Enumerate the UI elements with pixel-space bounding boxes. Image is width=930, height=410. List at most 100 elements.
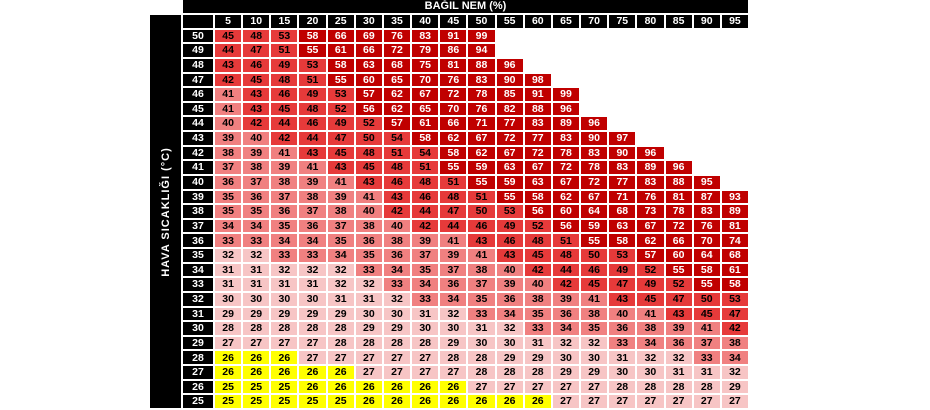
heat-index-cell: 57 xyxy=(383,117,411,131)
heat-index-cell: 41 xyxy=(215,102,242,116)
heat-index-cell: 28 xyxy=(440,351,467,365)
heat-index-cell: 33 xyxy=(693,351,720,365)
heat-index-cell: 67 xyxy=(524,161,551,174)
temperature-axis-title: HAVA SICAKLIĞI (°C) xyxy=(159,146,172,277)
heat-index-cell: 95 xyxy=(693,175,720,189)
heat-index-cell: 26 xyxy=(496,395,523,408)
heat-index-cell: 89 xyxy=(552,117,580,131)
empty-cell xyxy=(665,146,692,160)
heat-index-cell: 31 xyxy=(693,366,720,379)
empty-cell xyxy=(693,102,720,116)
heat-index-cell: 27 xyxy=(383,351,411,365)
heat-index-cell: 28 xyxy=(468,351,495,365)
heat-index-cell: 30 xyxy=(383,307,411,321)
empty-cell xyxy=(721,146,748,160)
heat-index-cell: 90 xyxy=(609,146,636,160)
heat-index-cell: 72 xyxy=(552,161,580,174)
heat-index-cell: 29 xyxy=(383,322,411,335)
heat-index-cell: 33 xyxy=(524,322,551,335)
heat-index-cell: 32 xyxy=(271,263,298,277)
heat-index-cell: 89 xyxy=(721,205,748,218)
heat-index-cell: 51 xyxy=(299,73,326,87)
heat-index-cell: 28 xyxy=(327,336,354,350)
heat-index-cell: 32 xyxy=(327,278,354,291)
heat-index-cell: 26 xyxy=(327,366,354,379)
heat-index-cell: 45 xyxy=(693,307,720,321)
heat-index-cell: 28 xyxy=(468,366,495,379)
empty-cell xyxy=(721,58,748,72)
heat-index-cell: 26 xyxy=(299,366,326,379)
heat-index-cell: 55 xyxy=(693,278,720,291)
heat-index-cell: 46 xyxy=(243,58,270,72)
heat-index-cell: 28 xyxy=(665,380,692,394)
temperature-row-label: 27 xyxy=(183,366,213,379)
heat-index-cell: 47 xyxy=(721,307,748,321)
humidity-col-header: 25 xyxy=(327,15,354,28)
empty-cell xyxy=(637,29,664,43)
empty-cell xyxy=(581,73,608,87)
temperature-row-label: 44 xyxy=(183,117,213,131)
heat-index-cell: 31 xyxy=(215,278,242,291)
heat-index-cell: 26 xyxy=(243,366,270,379)
humidity-col-header: 15 xyxy=(271,15,298,28)
temperature-row-label: 48 xyxy=(183,58,213,72)
heat-index-cell: 54 xyxy=(412,146,439,160)
empty-cell xyxy=(609,44,636,57)
heat-index-cell: 46 xyxy=(299,117,326,131)
heat-index-cell: 29 xyxy=(355,322,382,335)
heat-index-cell: 79 xyxy=(412,44,439,57)
empty-cell xyxy=(721,73,748,87)
heat-index-cell: 85 xyxy=(496,88,523,101)
heat-index-cell: 46 xyxy=(468,219,495,233)
heat-index-cell: 59 xyxy=(468,161,495,174)
heat-index-cell: 61 xyxy=(327,44,354,57)
heat-index-cell: 30 xyxy=(581,351,608,365)
heat-index-cell: 31 xyxy=(609,351,636,365)
heat-index-cell: 40 xyxy=(496,263,523,277)
heat-index-cell: 56 xyxy=(355,102,382,116)
heat-index-cell: 83 xyxy=(609,161,636,174)
heat-index-cell: 69 xyxy=(355,29,382,43)
heat-index-cell: 38 xyxy=(271,175,298,189)
heat-index-cell: 41 xyxy=(271,146,298,160)
heat-index-cell: 47 xyxy=(440,205,467,218)
heat-index-cell: 53 xyxy=(299,58,326,72)
heat-index-cell: 30 xyxy=(271,292,298,306)
heat-index-cell: 45 xyxy=(524,249,551,262)
heat-index-cell: 65 xyxy=(412,102,439,116)
heat-index-cell: 81 xyxy=(721,219,748,233)
empty-cell xyxy=(637,117,664,131)
humidity-col-header: 20 xyxy=(299,15,326,28)
table-grid: 5 10 15 20 25 30 35 40 45 50 55 60 65 70 75 80 85 90 95 50 4… xyxy=(183,15,748,408)
heat-index-cell: 30 xyxy=(243,292,270,306)
heat-index-cell: 27 xyxy=(355,351,382,365)
heat-index-cell: 36 xyxy=(355,234,382,248)
heat-index-cell: 78 xyxy=(665,205,692,218)
heat-index-cell: 67 xyxy=(581,190,608,204)
temperature-row-label: 34 xyxy=(183,263,213,277)
heat-index-cell: 43 xyxy=(468,234,495,248)
heat-index-cell: 48 xyxy=(299,102,326,116)
empty-cell xyxy=(693,161,720,174)
heat-index-cell: 46 xyxy=(271,88,298,101)
heat-index-cell: 38 xyxy=(581,307,608,321)
heat-index-cell: 36 xyxy=(271,205,298,218)
empty-cell xyxy=(721,132,748,145)
heat-index-cell: 41 xyxy=(355,190,382,204)
heat-index-cell: 25 xyxy=(271,395,298,408)
empty-cell xyxy=(693,73,720,87)
heat-index-cell: 76 xyxy=(440,73,467,87)
heat-index-cell: 57 xyxy=(637,249,664,262)
heat-index-cell: 67 xyxy=(496,146,523,160)
empty-cell xyxy=(524,44,551,57)
heat-index-cell: 27 xyxy=(383,366,411,379)
heat-index-cell: 38 xyxy=(524,292,551,306)
heat-index-cell: 34 xyxy=(327,249,354,262)
empty-cell xyxy=(637,73,664,87)
empty-cell xyxy=(637,88,664,101)
heat-index-cell: 27 xyxy=(327,351,354,365)
heat-index-cell: 78 xyxy=(468,88,495,101)
heat-index-cell: 31 xyxy=(299,278,326,291)
heat-index-cell: 46 xyxy=(412,190,439,204)
heat-index-cell: 55 xyxy=(440,161,467,174)
